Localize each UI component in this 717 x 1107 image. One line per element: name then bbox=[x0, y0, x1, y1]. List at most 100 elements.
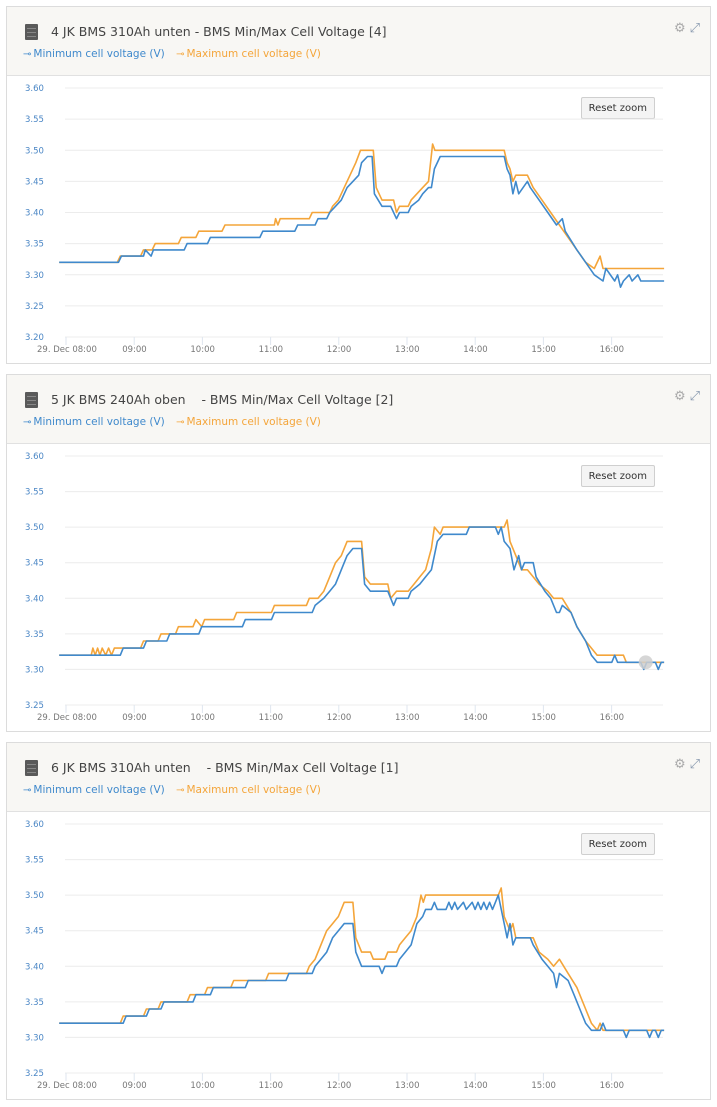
x-tick-label: 12:00 bbox=[327, 345, 352, 355]
series-min-line[interactable] bbox=[59, 155, 665, 288]
y-tick-label: 3.45 bbox=[25, 559, 44, 569]
x-tick-label: 29. Dec 08:00 bbox=[37, 1081, 97, 1091]
gear-icon[interactable]: ⚙ bbox=[673, 389, 686, 404]
panel-title: 4 JK BMS 310Ah unten - BMS Min/Max Cell … bbox=[51, 24, 387, 39]
legend-item-min[interactable]: ⊸ Minimum cell voltage (V) bbox=[23, 48, 168, 60]
y-tick-label: 3.55 bbox=[25, 488, 44, 498]
panel-header: 5 JK BMS 240Ah oben - BMS Min/Max Cell V… bbox=[7, 375, 710, 444]
hover-marker bbox=[638, 655, 653, 670]
y-tick-label: 3.20 bbox=[25, 333, 44, 343]
legend-label: Minimum cell voltage (V) bbox=[33, 48, 165, 60]
expand-icon[interactable]: ⤢ bbox=[689, 389, 700, 404]
legend-item-min[interactable]: ⊸ Minimum cell voltage (V) bbox=[23, 416, 168, 428]
legend-label: Minimum cell voltage (V) bbox=[33, 784, 165, 796]
reset-zoom-button[interactable]: Reset zoom bbox=[580, 465, 655, 487]
line-series-icon: ⊸ bbox=[176, 785, 185, 796]
x-tick-label: 12:00 bbox=[327, 713, 352, 723]
reset-zoom-button[interactable]: Reset zoom bbox=[580, 97, 655, 119]
expand-icon[interactable]: ⤢ bbox=[689, 21, 700, 36]
x-tick-label: 14:00 bbox=[463, 1081, 488, 1091]
y-tick-label: 3.30 bbox=[25, 1033, 44, 1043]
chart-plot[interactable]: 3.20 3.25 3.30 3.35 3.40 3.45 3.50 3.55 3.60 29. … bbox=[7, 75, 710, 363]
chart-plot[interactable]: 3.25 3.30 3.35 3.40 3.45 3.50 3.55 3.60 29. Dec … bbox=[7, 811, 710, 1099]
line-series-icon: ⊸ bbox=[176, 417, 185, 428]
line-series-icon: ⊸ bbox=[23, 417, 32, 428]
x-tick-label: 15:00 bbox=[531, 345, 556, 355]
legend-item-max[interactable]: ⊸ Maximum cell voltage (V) bbox=[176, 416, 321, 428]
series-min-line[interactable] bbox=[59, 894, 665, 1039]
panel-header: 6 JK BMS 310Ah unten - BMS Min/Max Cell … bbox=[7, 743, 710, 812]
y-tick-label: 3.55 bbox=[25, 115, 44, 125]
y-tick-label: 3.25 bbox=[25, 1069, 44, 1079]
chart-legend: ⊸ Minimum cell voltage (V) ⊸ Maximum cell … bbox=[23, 48, 329, 60]
panel-actions: ⚙ ⤢ bbox=[670, 389, 700, 404]
x-tick-label: 13:00 bbox=[395, 345, 420, 355]
y-tick-label: 3.30 bbox=[25, 271, 44, 281]
legend-label: Maximum cell voltage (V) bbox=[186, 416, 321, 428]
panel-actions: ⚙ ⤢ bbox=[670, 21, 700, 36]
gear-icon[interactable]: ⚙ bbox=[673, 21, 686, 36]
legend-item-max[interactable]: ⊸ Maximum cell voltage (V) bbox=[176, 48, 321, 60]
x-tick-label: 29. Dec 08:00 bbox=[37, 345, 97, 355]
y-tick-label: 3.60 bbox=[25, 84, 44, 94]
y-tick-label: 3.45 bbox=[25, 927, 44, 937]
expand-icon[interactable]: ⤢ bbox=[689, 757, 700, 772]
x-tick-label: 11:00 bbox=[259, 345, 284, 355]
y-tick-label: 3.50 bbox=[25, 891, 44, 901]
y-tick-label: 3.50 bbox=[25, 146, 44, 156]
legend-item-min[interactable]: ⊸ Minimum cell voltage (V) bbox=[23, 784, 168, 796]
series-max-line[interactable] bbox=[59, 143, 665, 270]
y-tick-label: 3.25 bbox=[25, 302, 44, 312]
series-max-line[interactable] bbox=[59, 887, 665, 1032]
x-tick-label: 16:00 bbox=[600, 713, 625, 723]
chart-plot[interactable]: 3.25 3.30 3.35 3.40 3.45 3.50 3.55 3.60 29. Dec … bbox=[7, 443, 710, 731]
x-tick-label: 13:00 bbox=[395, 713, 420, 723]
y-tick-label: 3.55 bbox=[25, 856, 44, 866]
battery-rack-icon bbox=[25, 392, 38, 408]
battery-rack-icon bbox=[25, 24, 38, 40]
line-series-icon: ⊸ bbox=[176, 49, 185, 60]
legend-item-max[interactable]: ⊸ Maximum cell voltage (V) bbox=[176, 784, 321, 796]
legend-label: Maximum cell voltage (V) bbox=[186, 48, 321, 60]
x-tick-label: 10:00 bbox=[190, 1081, 215, 1091]
x-tick-label: 09:00 bbox=[122, 1081, 147, 1091]
y-tick-label: 3.50 bbox=[25, 523, 44, 533]
y-tick-label: 3.35 bbox=[25, 630, 44, 640]
line-series-icon: ⊸ bbox=[23, 785, 32, 796]
line-series-icon: ⊸ bbox=[23, 49, 32, 60]
x-tick-label: 16:00 bbox=[600, 1081, 625, 1091]
chart-legend: ⊸ Minimum cell voltage (V) ⊸ Maximum cell … bbox=[23, 416, 329, 428]
y-tick-label: 3.40 bbox=[25, 962, 44, 972]
x-tick-label: 15:00 bbox=[531, 1081, 556, 1091]
gear-icon[interactable]: ⚙ bbox=[673, 757, 686, 772]
panel-header: 4 JK BMS 310Ah unten - BMS Min/Max Cell … bbox=[7, 7, 710, 76]
x-tick-label: 14:00 bbox=[463, 713, 488, 723]
panel-title: 5 JK BMS 240Ah oben - BMS Min/Max Cell V… bbox=[51, 392, 394, 407]
x-tick-label: 11:00 bbox=[259, 1081, 284, 1091]
chart-panel: 4 JK BMS 310Ah unten - BMS Min/Max Cell … bbox=[6, 6, 711, 364]
reset-zoom-button[interactable]: Reset zoom bbox=[580, 833, 655, 855]
y-tick-label: 3.30 bbox=[25, 665, 44, 675]
y-tick-label: 3.40 bbox=[25, 209, 44, 219]
battery-rack-icon bbox=[25, 760, 38, 776]
y-tick-label: 3.35 bbox=[25, 240, 44, 250]
x-tick-label: 14:00 bbox=[463, 345, 488, 355]
x-tick-label: 16:00 bbox=[600, 345, 625, 355]
panel-title: 6 JK BMS 310Ah unten - BMS Min/Max Cell … bbox=[51, 760, 399, 775]
y-tick-label: 3.35 bbox=[25, 998, 44, 1008]
y-tick-label: 3.40 bbox=[25, 594, 44, 604]
series-min-line[interactable] bbox=[59, 526, 665, 671]
chart-panel: 6 JK BMS 310Ah unten - BMS Min/Max Cell … bbox=[6, 742, 711, 1100]
y-tick-label: 3.25 bbox=[25, 701, 44, 711]
y-tick-label: 3.60 bbox=[25, 820, 44, 830]
chart-panel: 5 JK BMS 240Ah oben - BMS Min/Max Cell V… bbox=[6, 374, 711, 732]
x-tick-label: 09:00 bbox=[122, 713, 147, 723]
legend-label: Minimum cell voltage (V) bbox=[33, 416, 165, 428]
chart-legend: ⊸ Minimum cell voltage (V) ⊸ Maximum cell … bbox=[23, 784, 329, 796]
x-tick-label: 15:00 bbox=[531, 713, 556, 723]
x-tick-label: 11:00 bbox=[259, 713, 284, 723]
x-tick-label: 09:00 bbox=[122, 345, 147, 355]
panel-actions: ⚙ ⤢ bbox=[670, 757, 700, 772]
x-tick-label: 12:00 bbox=[327, 1081, 352, 1091]
x-tick-label: 10:00 bbox=[190, 713, 215, 723]
